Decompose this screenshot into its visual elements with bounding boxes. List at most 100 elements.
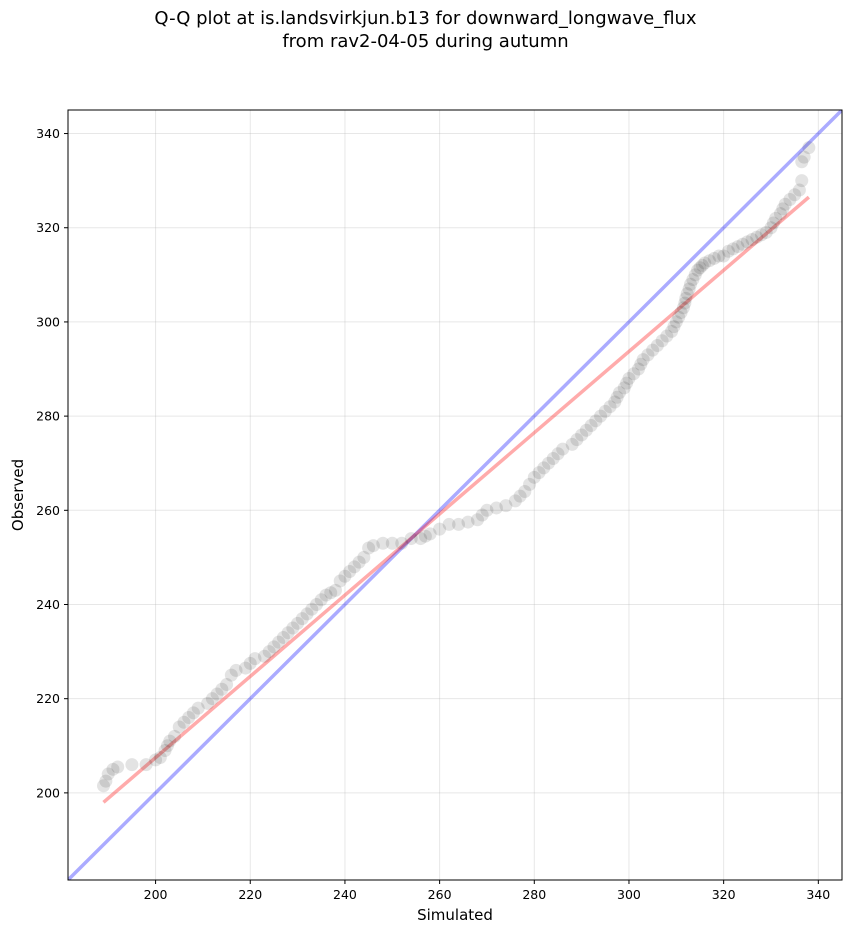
quantile-point <box>797 150 811 164</box>
chart-subtitle: from rav2-04-05 during autumn <box>282 31 569 52</box>
quantile-point <box>310 597 324 611</box>
grid <box>68 110 842 880</box>
x-tick-label: 220 <box>238 887 262 902</box>
y-tick-label: 200 <box>36 785 60 800</box>
quantile-point <box>603 400 617 414</box>
quantile-point <box>272 635 286 649</box>
x-tick-label: 260 <box>428 887 452 902</box>
quantile-point <box>802 141 816 155</box>
quantile-point <box>452 517 466 531</box>
quantile-point <box>717 249 731 263</box>
quantile-point <box>759 225 773 239</box>
quantile-point <box>755 228 769 242</box>
y-tick-label: 220 <box>36 691 60 706</box>
quantile-point <box>366 539 380 553</box>
quantile-point <box>314 593 328 607</box>
quantile-point <box>376 536 390 550</box>
quantile-point <box>594 409 608 423</box>
quantile-point <box>731 240 745 254</box>
quantile-point <box>423 527 437 541</box>
quantile-point <box>418 529 432 543</box>
quantile-point <box>579 423 593 437</box>
quantile-point <box>395 536 409 550</box>
quantile-point <box>106 762 120 776</box>
quantile-point <box>210 687 224 701</box>
quantile-point <box>680 287 694 301</box>
quantile-point <box>220 678 234 692</box>
quantile-point <box>667 320 681 334</box>
quantile-point <box>239 661 253 675</box>
quantile-point <box>693 261 707 275</box>
quantile-point <box>111 760 125 774</box>
quantile-point <box>750 230 764 244</box>
quantile-point <box>776 202 790 216</box>
quantile-point <box>532 466 546 480</box>
quantile-point <box>139 758 153 772</box>
quantile-point <box>205 692 219 706</box>
quantile-point <box>267 640 281 654</box>
quantile-point <box>650 338 664 352</box>
quantile-point <box>551 447 565 461</box>
quantile-point <box>475 508 489 522</box>
quantile-point <box>442 517 456 531</box>
quantile-point <box>257 649 271 663</box>
quantile-point <box>575 428 589 442</box>
quantile-point <box>631 362 645 376</box>
quantile-point <box>347 560 361 574</box>
x-tick-label: 200 <box>144 887 168 902</box>
quantile-point <box>655 334 669 348</box>
y-axis-label: Observed <box>9 459 27 531</box>
quantile-point <box>584 419 598 433</box>
quantile-point <box>404 532 418 546</box>
quantile-point <box>527 470 541 484</box>
x-axis-label: Simulated <box>417 906 493 924</box>
quantile-point <box>352 555 366 569</box>
x-tick-label: 340 <box>806 887 830 902</box>
quantile-point <box>513 489 527 503</box>
quantile-point <box>773 207 787 221</box>
quantile-point <box>691 263 705 277</box>
quantile-point <box>470 513 484 527</box>
quantile-point <box>660 329 674 343</box>
y-tick-label: 340 <box>36 126 60 141</box>
quantile-point <box>565 437 579 451</box>
quantile-point <box>324 586 338 600</box>
quantile-point <box>672 310 686 324</box>
quantile-point <box>281 626 295 640</box>
quantile-point <box>357 550 371 564</box>
quantile-point <box>634 357 648 371</box>
quantile-point <box>707 251 721 265</box>
quantile-point <box>186 706 200 720</box>
quantile-point <box>702 254 716 268</box>
quantile-point <box>224 668 238 682</box>
identity-line <box>68 110 842 880</box>
quantile-point <box>682 282 696 296</box>
quantile-point <box>461 515 475 529</box>
quantile-point <box>276 630 290 644</box>
quantile-point <box>168 729 182 743</box>
quantile-point <box>726 242 740 256</box>
quantile-point <box>795 174 809 188</box>
quantile-point <box>319 588 333 602</box>
quantile-point <box>97 779 111 793</box>
quantile-point <box>570 433 584 447</box>
y-tick-label: 300 <box>36 314 60 329</box>
quantile-point <box>695 258 709 272</box>
quantile-point <box>788 188 802 202</box>
quantile-point <box>191 701 205 715</box>
quantile-point <box>182 711 196 725</box>
quantile-point <box>262 645 276 659</box>
quantile-point <box>546 452 560 466</box>
quantile-point <box>489 501 503 515</box>
y-tick-label: 260 <box>36 503 60 518</box>
quantile-point <box>333 574 347 588</box>
quantile-point <box>698 256 712 270</box>
quantile-point <box>328 583 342 597</box>
quantile-point <box>617 381 631 395</box>
quantile-point <box>795 155 809 169</box>
quantile-point <box>300 607 314 621</box>
chart-title: Q-Q plot at is.landsvirkjun.b13 for down… <box>154 8 697 29</box>
quantile-point <box>627 367 641 381</box>
quantile-point <box>740 235 754 249</box>
